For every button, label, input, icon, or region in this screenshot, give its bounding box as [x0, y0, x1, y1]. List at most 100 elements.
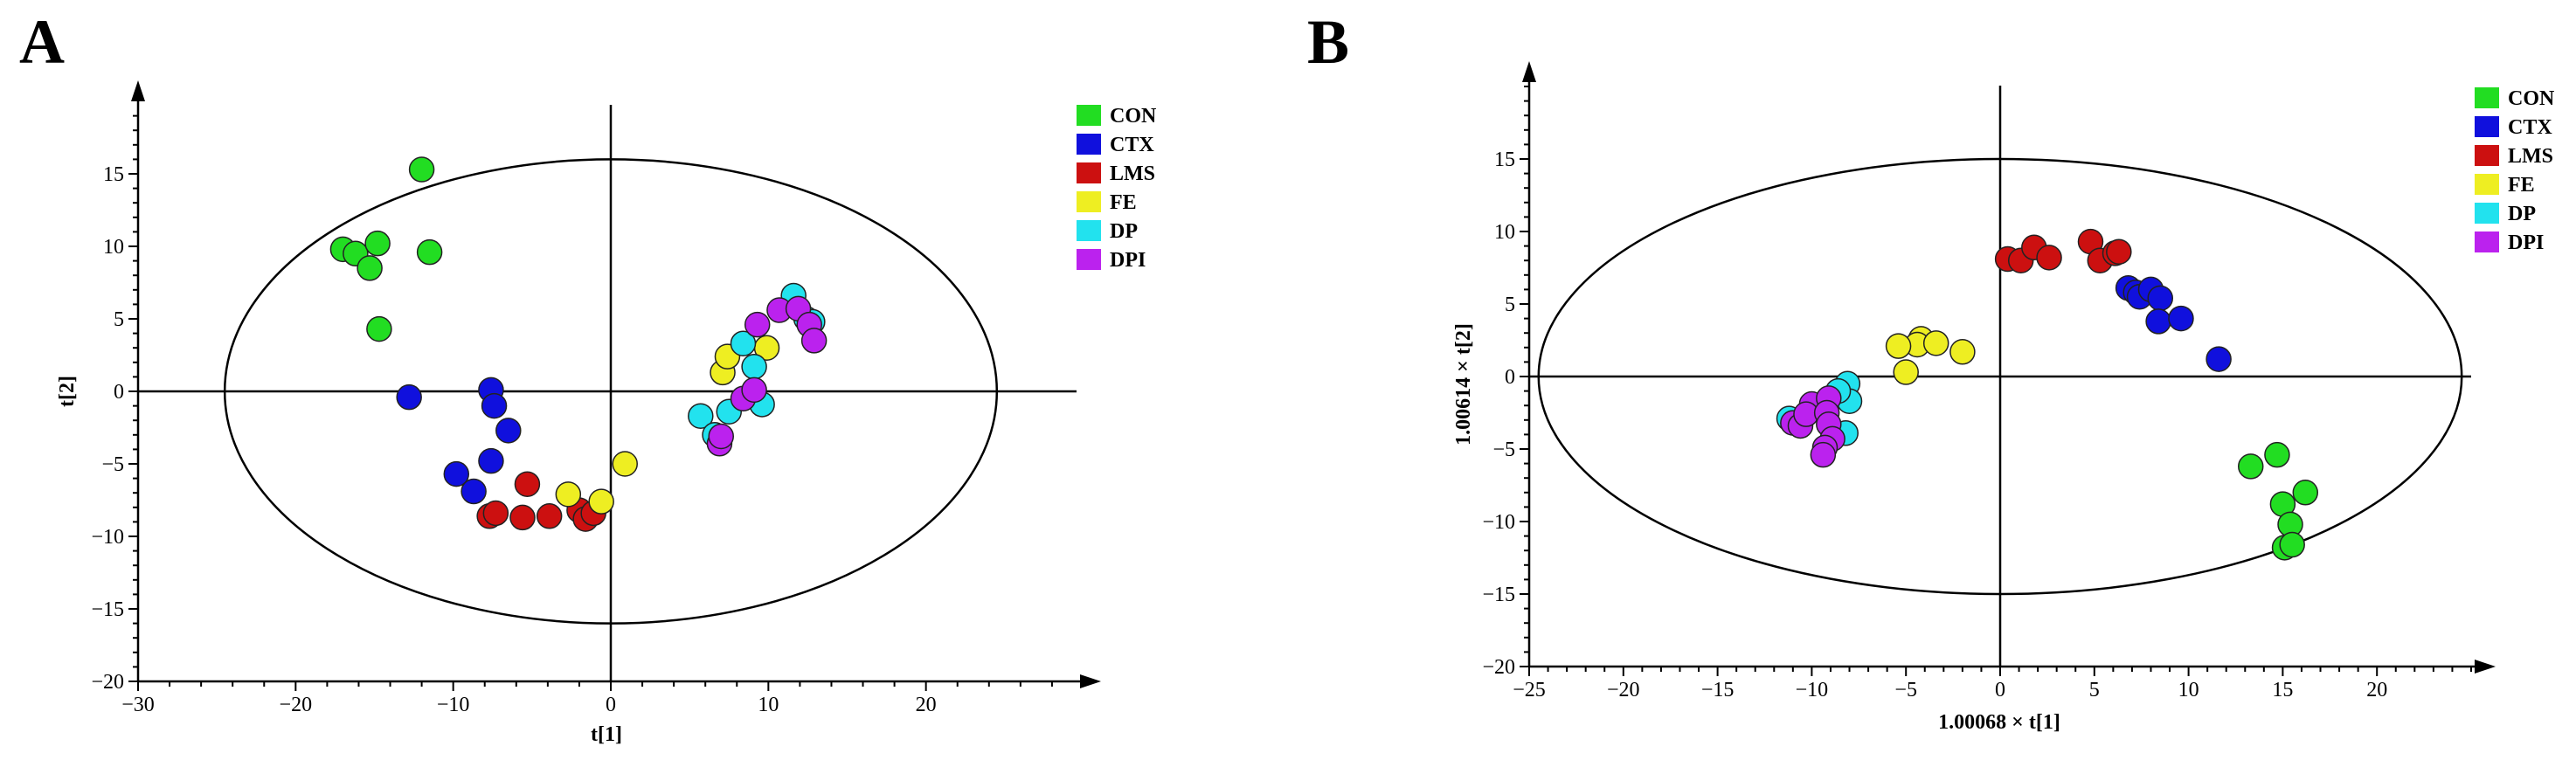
panel-b-x-tick-label: −10	[1796, 679, 1829, 701]
panel-a-point-dpi	[744, 311, 771, 338]
panel-b-point-lms	[2106, 238, 2132, 265]
panel-b-letter: B	[1307, 7, 1349, 77]
panel-b-point-lms	[2036, 245, 2062, 271]
panel-b-point-fe	[1893, 359, 1919, 385]
panel-a-point-lms	[514, 471, 541, 497]
panel-a-point-lms	[536, 503, 563, 529]
panel-a-point-dp	[730, 330, 757, 356]
panel-b-y-axis-arrow	[1522, 61, 1536, 82]
panel-a-point-ctx	[443, 460, 470, 487]
panel-b-x-tick-label: −5	[1894, 679, 1917, 701]
panel-b-y-tick-label: −15	[1482, 584, 1515, 606]
panel-a-x-axis-title: t[1]	[591, 723, 622, 746]
panel-b-point-con	[2237, 453, 2264, 480]
panel-b-legend-label-ctx: CTX	[2508, 116, 2552, 139]
panel-a-point-dpi	[741, 377, 767, 404]
panel-a-y-axis-title: t[2]	[56, 376, 79, 407]
panel-b-y-tick-label: 15	[1494, 149, 1515, 171]
panel-a-legend-label-dpi: DPI	[1110, 249, 1146, 272]
panel-a-point-con	[416, 238, 443, 266]
panel-b-point-dpi	[1810, 441, 1837, 468]
panel-b-x-tick-label: −25	[1513, 679, 1546, 701]
panel-a-legend-swatch-dp	[1077, 220, 1101, 241]
panel-a-y-tick-label: −5	[101, 453, 124, 476]
panel-a-x-tick-label: 0	[606, 694, 616, 716]
panel-b-legend-swatch-fe	[2475, 174, 2499, 195]
panel-a-legend-swatch-dpi	[1077, 249, 1101, 270]
panel-b-x-tick-label: −20	[1607, 679, 1640, 701]
panel-b-x-tick-label: 10	[2178, 679, 2199, 701]
panel-b-y-tick-label: 5	[1505, 294, 1515, 316]
panel-a-point-fe	[588, 488, 614, 515]
panel-a-y-tick-label: −10	[91, 526, 124, 549]
panel-a-point-dpi	[800, 328, 828, 354]
panel-b-legend-label-dpi: DPI	[2508, 231, 2544, 254]
panel-b-point-con	[2264, 441, 2290, 468]
panel-a-x-axis-arrow	[1080, 674, 1101, 688]
panel-a-y-tick-label: −20	[91, 671, 124, 694]
panel-a-point-fe	[555, 481, 582, 508]
panel-b-legend-label-dp: DP	[2508, 203, 2536, 225]
panel-b-x-tick-label: 15	[2272, 679, 2293, 701]
panel-b-point-ctx	[2147, 285, 2174, 312]
panel-b-legend-swatch-dpi	[2475, 231, 2499, 252]
panel-a-point-dpi	[708, 423, 734, 450]
panel-a-x-tick-label: −20	[280, 694, 313, 716]
panel-a-point-con	[364, 230, 391, 257]
panel-a-x-tick-label: 20	[916, 694, 937, 716]
panel-a-point-lms	[509, 504, 536, 531]
panel-b-point-ctx	[2145, 308, 2171, 335]
panel-a-legend-label-ctx: CTX	[1110, 134, 1154, 156]
panel-b-y-tick-label: 10	[1494, 221, 1515, 244]
panel-a-point-ctx	[460, 478, 487, 505]
panel-b-legend-swatch-ctx	[2475, 116, 2499, 137]
panel-a-point-ctx	[478, 447, 504, 474]
panel-b-y-tick-label: 0	[1505, 366, 1515, 389]
panel-b: B −25 −20 −15 −10 −5 0 5 10 15 20−20−15−10−505101…	[1307, 7, 2555, 734]
panel-b-y-axis-title: 1.00614 × t[2]	[1452, 323, 1475, 446]
panel-a-legend-label-dp: DP	[1110, 220, 1138, 243]
panel-b-x-axis-arrow	[2475, 660, 2496, 674]
panel-a-y-tick-label: 5	[114, 308, 124, 331]
panel-b-x-tick-label: 5	[2089, 679, 2100, 701]
panel-b-legend-label-lms: LMS	[2508, 145, 2553, 168]
panel-a-y-tick-label: 15	[103, 163, 124, 186]
panel-a-legend-label-con: CON	[1110, 105, 1157, 128]
panel-a-legend-label-fe: FE	[1110, 191, 1137, 214]
panel-a-x-tick-label: 10	[758, 694, 779, 716]
panel-a-point-ctx	[481, 392, 508, 419]
panel-b-y-tick-label: −10	[1482, 511, 1515, 534]
panel-b-x-tick-label: 20	[2366, 679, 2387, 701]
panel-b-legend-label-fe: FE	[2508, 174, 2535, 197]
panel-b-point-con	[2279, 531, 2305, 558]
panel-a-legend-label-lms: LMS	[1110, 162, 1155, 185]
panel-a-point-dp	[741, 354, 767, 380]
panel-a-legend-swatch-con	[1077, 105, 1101, 126]
panel-a-y-tick-label: 0	[114, 381, 124, 404]
panel-b-point-con	[2292, 480, 2319, 506]
panel-b-legend-swatch-con	[2475, 87, 2499, 108]
panel-a-point-ctx	[495, 418, 522, 444]
panel-a-legend-swatch-fe	[1077, 191, 1101, 212]
panel-b-x-axis-title: 1.00068 × t[1]	[1938, 711, 2060, 734]
panel-a-y-tick-label: −15	[91, 598, 124, 621]
panel-a-y-tick-label: 10	[103, 236, 124, 259]
panel-a-point-con	[408, 156, 435, 183]
panel-a-legend: CON CTX LMS FE DP DPI	[1077, 105, 1157, 272]
panel-a-legend-swatch-lms	[1077, 162, 1101, 183]
panel-a-letter: A	[19, 7, 65, 77]
panel-b-point-ctx	[2206, 346, 2232, 372]
panel-a-point-con	[357, 255, 383, 281]
panel-b-y-tick-label: −5	[1492, 439, 1515, 461]
panel-a-point-fe	[612, 451, 638, 477]
panel-b-x-tick-label: 0	[1995, 679, 2005, 701]
panel-b-point-ctx	[2168, 305, 2194, 332]
panel-a-point-ctx	[396, 384, 422, 411]
panel-b-legend-swatch-lms	[2475, 145, 2499, 166]
panel-a-legend-swatch-ctx	[1077, 134, 1101, 155]
panel-b-legend-swatch-dp	[2475, 203, 2499, 224]
